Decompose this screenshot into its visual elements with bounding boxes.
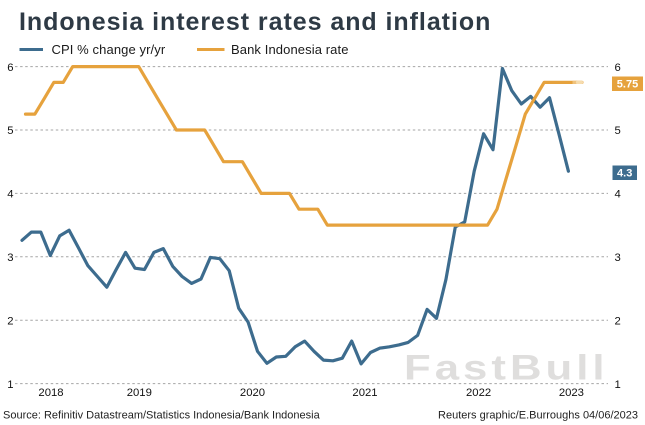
svg-text:Source: Refinitiv Datastream/S: Source: Refinitiv Datastream/Statistics … — [3, 409, 321, 421]
svg-text:2022: 2022 — [466, 387, 491, 399]
svg-text:5: 5 — [7, 125, 13, 137]
svg-text:2: 2 — [7, 315, 13, 327]
svg-text:2020: 2020 — [240, 387, 265, 399]
svg-text:4.3: 4.3 — [617, 168, 632, 180]
svg-text:2019: 2019 — [127, 387, 152, 399]
svg-text:5.75: 5.75 — [617, 79, 638, 91]
svg-text:4: 4 — [7, 189, 13, 201]
svg-text:2021: 2021 — [352, 387, 377, 399]
svg-text:2018: 2018 — [38, 387, 63, 399]
svg-text:CPI % change yr/yr: CPI % change yr/yr — [52, 42, 166, 57]
svg-text:3: 3 — [7, 252, 13, 264]
svg-text:FastBull: FastBull — [404, 349, 609, 388]
svg-text:5: 5 — [615, 125, 621, 137]
svg-text:6: 6 — [615, 62, 621, 74]
svg-text:1: 1 — [615, 379, 621, 391]
svg-text:Bank Indonesia rate: Bank Indonesia rate — [231, 42, 349, 57]
svg-text:4: 4 — [615, 189, 621, 201]
svg-text:2023: 2023 — [559, 387, 584, 399]
svg-text:2: 2 — [615, 315, 621, 327]
svg-text:Reuters graphic/E.Burroughs 04: Reuters graphic/E.Burroughs 04/06/2023 — [438, 409, 638, 421]
svg-text:3: 3 — [615, 252, 621, 264]
svg-text:6: 6 — [7, 62, 13, 74]
svg-text:Indonesia interest rates and i: Indonesia interest rates and inflation — [19, 8, 491, 36]
svg-text:1: 1 — [7, 379, 13, 391]
